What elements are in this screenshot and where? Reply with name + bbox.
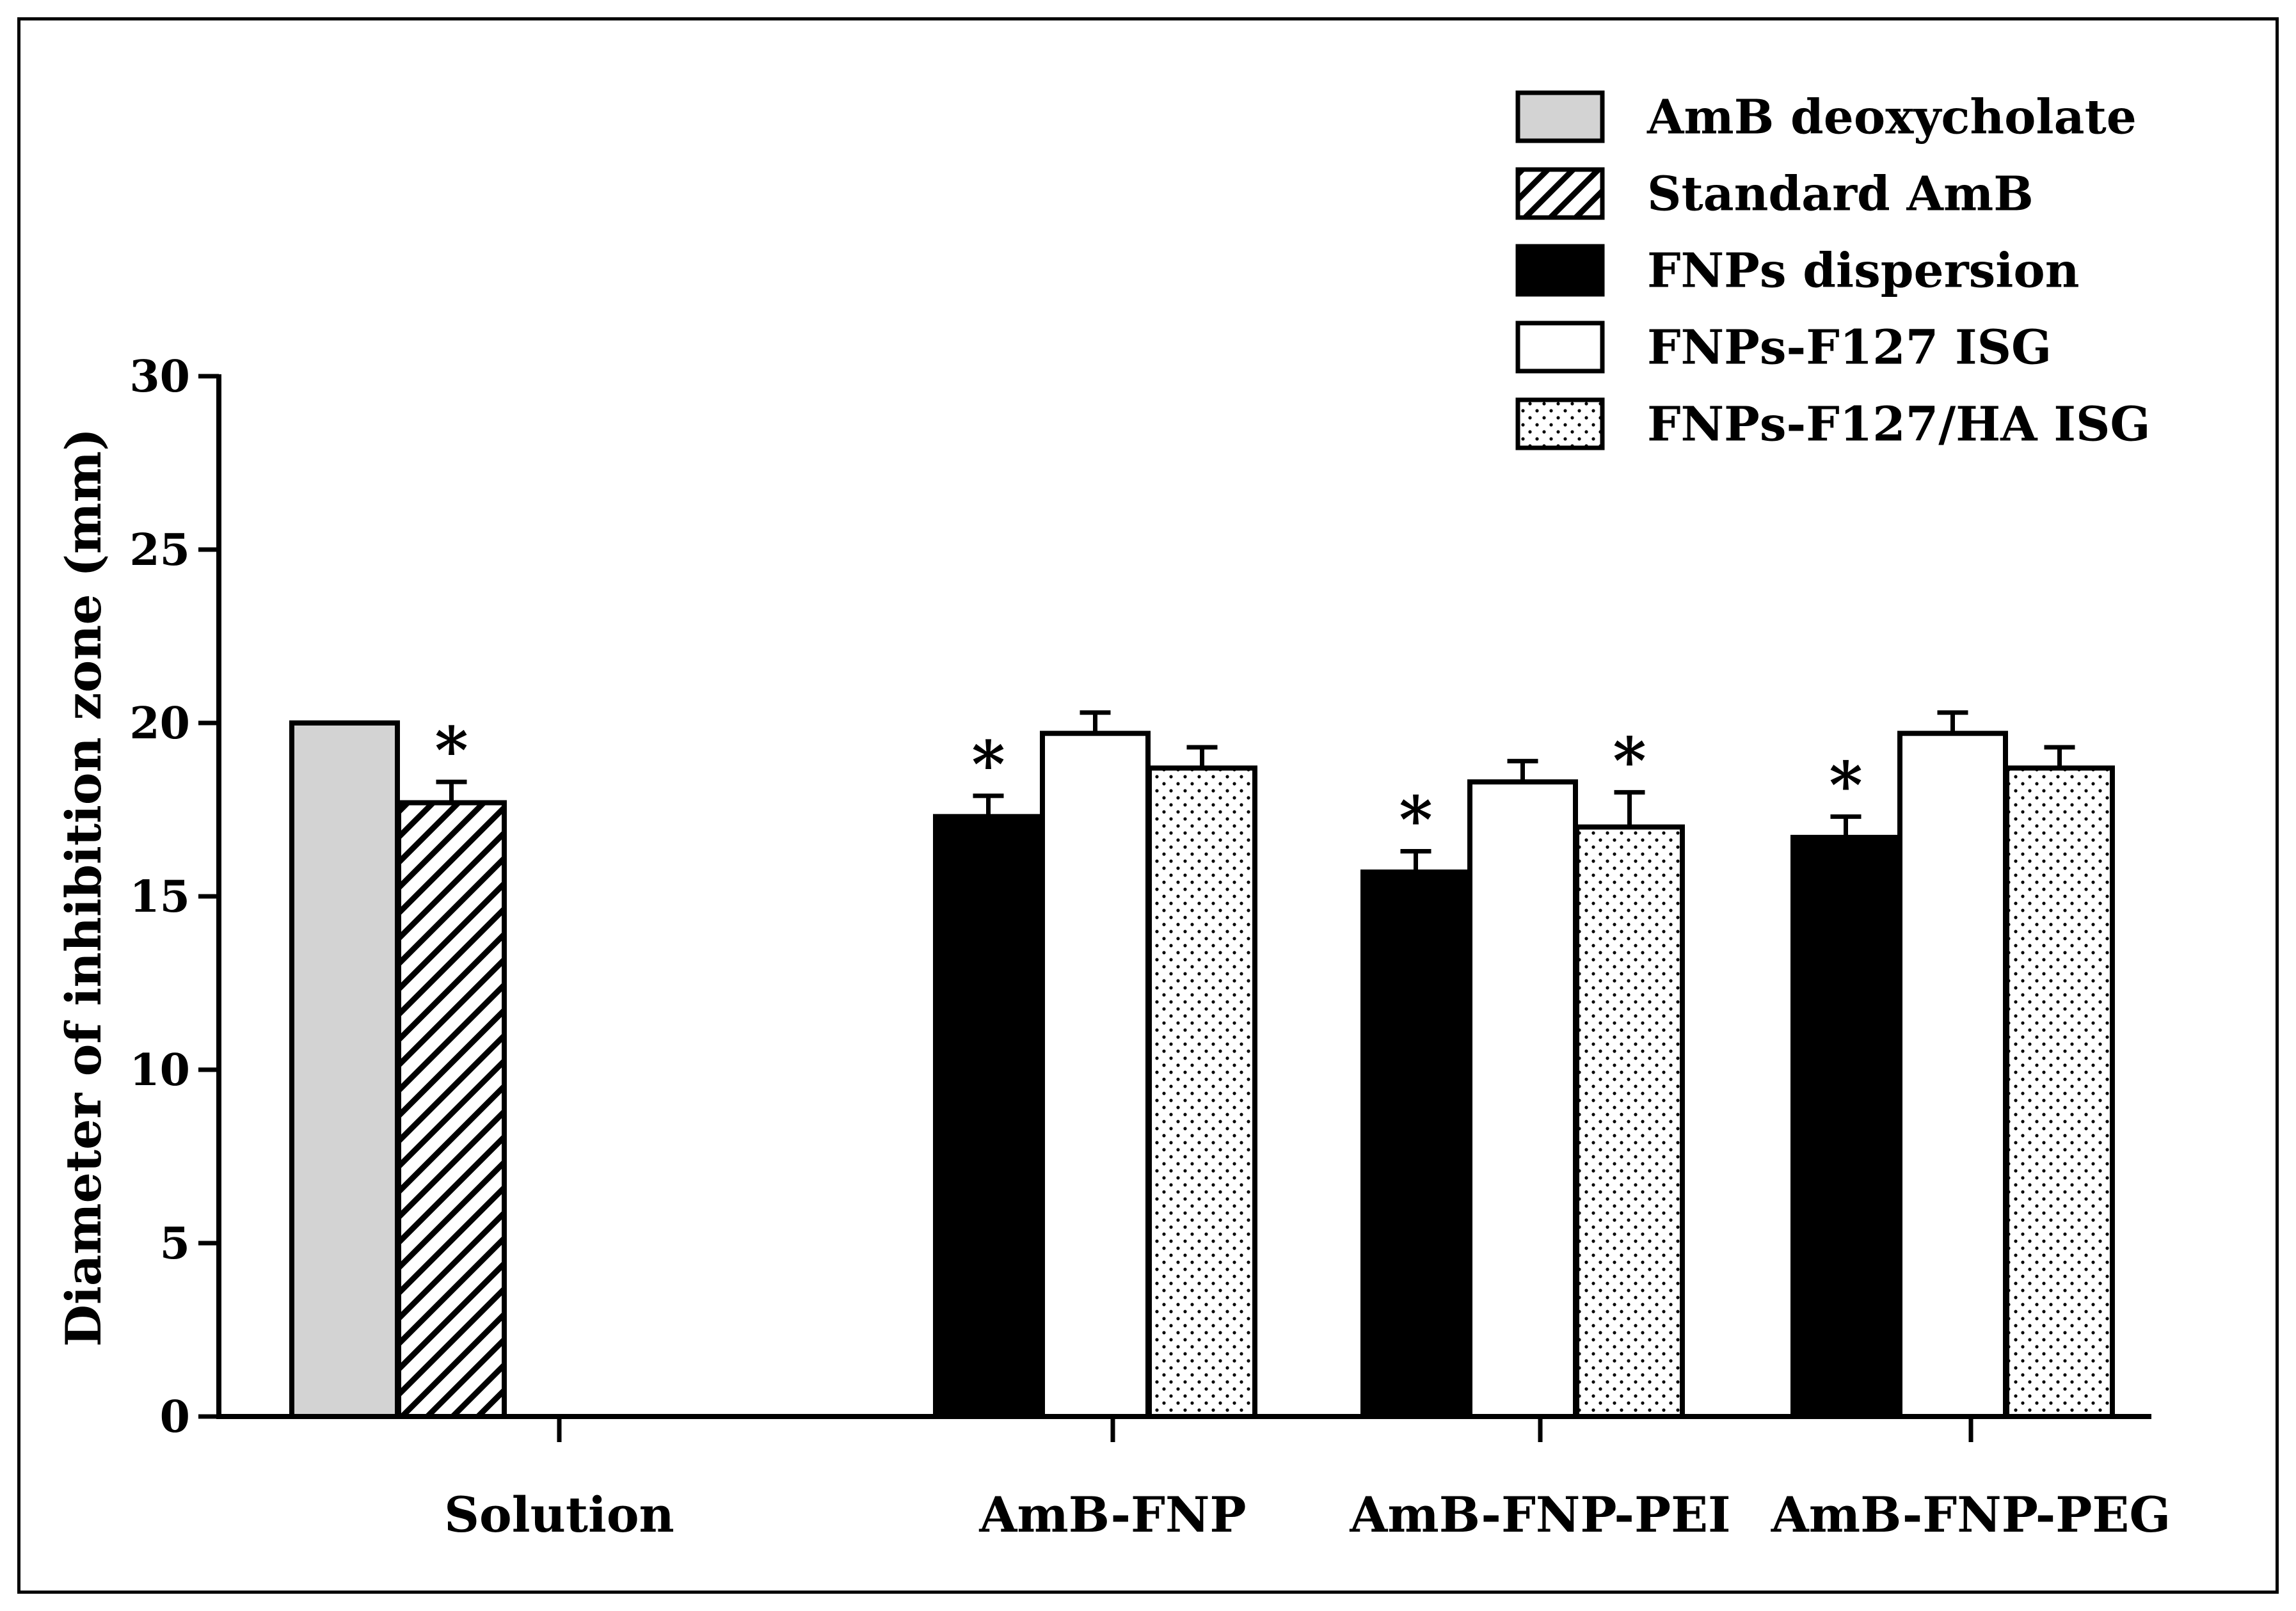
bar: [289, 720, 400, 1419]
legend-swatch: [1515, 167, 1605, 220]
significance-mark: *: [1829, 747, 1862, 823]
bar: [1897, 731, 2008, 1419]
legend-swatch: [1515, 244, 1605, 297]
legend-swatch: [1515, 90, 1605, 143]
x-axis: Solution AmB-FNP AmB-FNP-PEI AmB-FNP-PEG: [216, 1414, 2171, 1543]
legend-label: FNPs-F127/HA ISG: [1647, 397, 2151, 452]
y-tick-label: 15: [129, 871, 190, 923]
bar: [396, 800, 507, 1420]
significance-mark: *: [971, 727, 1005, 802]
significance-mark: *: [434, 713, 468, 788]
bar: [1574, 824, 1685, 1419]
bars-group: * * * * *: [289, 710, 2115, 1420]
y-tick-label: 20: [129, 698, 190, 749]
y-tick-label: 10: [129, 1045, 190, 1096]
legend-label: FNPs-F127 ISG: [1647, 321, 2052, 376]
bar: [933, 814, 1044, 1419]
x-tick-label: AmB-FNP-PEG: [1771, 1486, 2171, 1543]
legend: AmB deoxycholate Standard AmB FNPs dispers…: [1515, 90, 2151, 452]
y-tick-label: 30: [129, 351, 190, 402]
y-tick-label: 0: [160, 1392, 190, 1443]
y-axis: 0 5 10 15 20 25 30: [129, 351, 221, 1443]
legend-label: Standard AmB: [1647, 167, 2034, 222]
bar: [1147, 765, 1257, 1419]
legend-swatch: [1515, 321, 1605, 374]
figure-frame: Diameter of inhibition zone (mm) 0 5 10 15 2…: [17, 17, 2279, 1594]
bar: [2004, 765, 2115, 1419]
bar: [1467, 779, 1578, 1419]
legend-swatch: [1515, 397, 1605, 450]
x-tick-label: AmB-FNP-PEI: [1349, 1486, 1730, 1543]
x-tick-label: Solution: [444, 1486, 674, 1543]
bar-chart: Diameter of inhibition zone (mm) 0 5 10 15 2…: [55, 90, 2171, 1544]
legend-label: AmB deoxycholate: [1646, 90, 2137, 145]
legend-label: FNPs dispersion: [1647, 244, 2080, 299]
bar: [1360, 869, 1471, 1420]
bar: [1040, 731, 1151, 1419]
y-tick-label: 25: [129, 525, 190, 576]
y-tick-label: 5: [160, 1218, 190, 1269]
x-tick-label: AmB-FNP: [978, 1486, 1246, 1543]
significance-mark: *: [1613, 723, 1646, 798]
significance-mark: *: [1399, 782, 1432, 858]
y-axis-label: Diameter of inhibition zone (mm): [55, 428, 112, 1347]
bar: [1790, 834, 1901, 1419]
